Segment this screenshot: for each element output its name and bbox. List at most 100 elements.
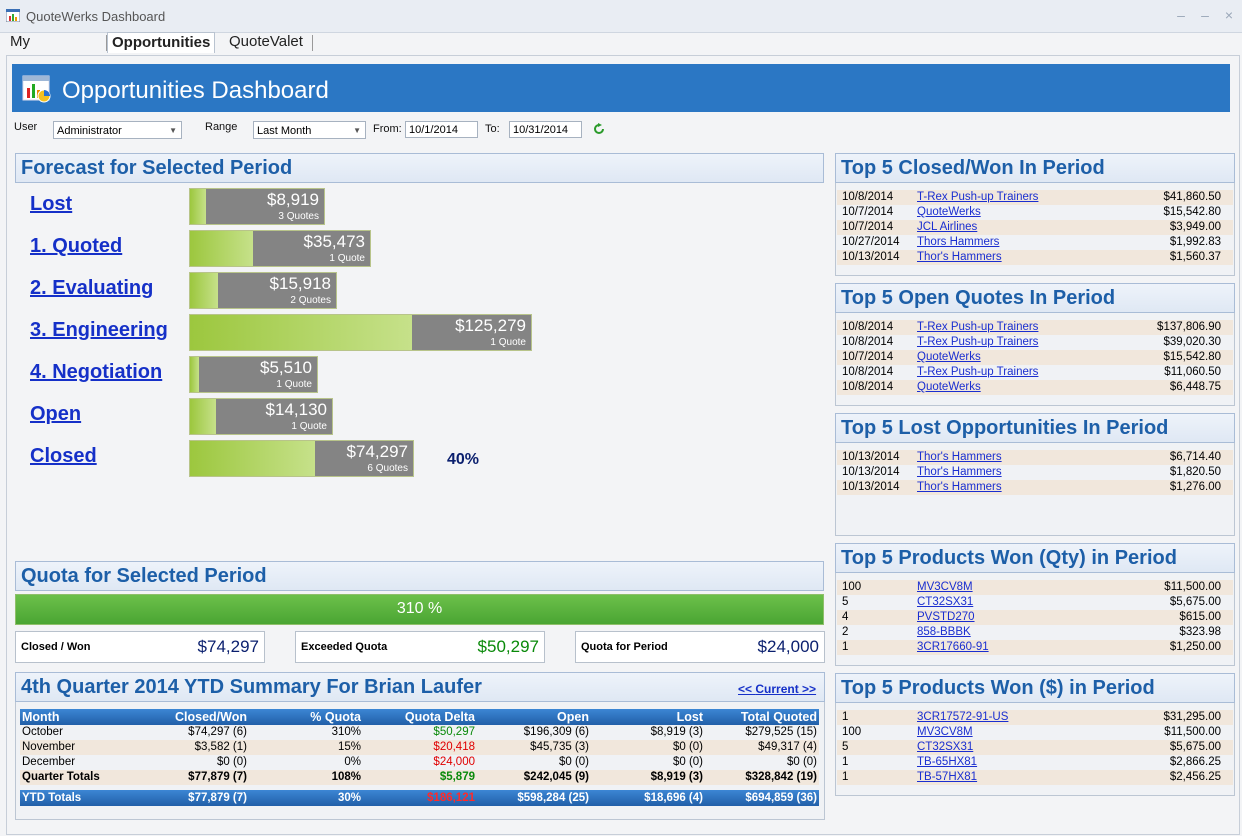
table-cell: $5,879 [439, 771, 475, 783]
current-period-link[interactable]: Current [755, 682, 799, 696]
stage-link[interactable]: 3. Engineering [30, 319, 168, 341]
table-cell: $0 (0) [672, 741, 703, 753]
list-item: 1 TB-65HX81 $2,866.25 [837, 755, 1233, 770]
ytd-totals-row: YTD Totals $77,879 (7) 30% $186,121 $598,284… [20, 790, 819, 806]
item-link[interactable]: Thor's Hammers [917, 451, 1002, 463]
refresh-icon[interactable] [593, 123, 605, 135]
item-amount: $41,860.50 [1163, 191, 1221, 203]
closed-won-value: $74,297 [197, 637, 259, 656]
item-amount: $2,456.25 [1169, 771, 1221, 783]
item-link[interactable]: Thor's Hammers [917, 251, 1002, 263]
item-link[interactable]: JCL Airlines [917, 221, 978, 233]
list-item: 10/8/2014 T-Rex Push-up Trainers $11,060.5… [837, 365, 1233, 380]
item-key: 10/8/2014 [842, 366, 894, 378]
stage-link[interactable]: 4. Negotiation [30, 361, 163, 383]
item-amount: $2,866.25 [1169, 756, 1221, 768]
minimize-button[interactable]: – [1177, 7, 1185, 23]
item-key: 10/27/2014 [842, 236, 900, 248]
stage-amount: $125,279 [455, 316, 526, 335]
stage-bar-fill [190, 315, 412, 350]
stage-amount: $74,297 [346, 442, 408, 461]
item-key: 5 [842, 596, 849, 608]
list-item: 10/8/2014 QuoteWerks $6,448.75 [837, 380, 1233, 395]
item-link[interactable]: Thors Hammers [917, 236, 1000, 248]
item-link[interactable]: CT32SX31 [917, 741, 974, 753]
closed-won-label: Closed / Won [21, 641, 91, 653]
top5-open-quotes-header: Top 5 Open Quotes In Period [835, 283, 1235, 313]
closed-percentage: 40% [447, 451, 480, 468]
item-key: 10/8/2014 [842, 191, 894, 203]
close-button[interactable]: × [1224, 7, 1234, 23]
stage-link[interactable]: Lost [30, 193, 73, 215]
top5-products-amount-header: Top 5 Products Won ($) in Period [835, 673, 1235, 703]
item-link[interactable]: TB-57HX81 [917, 771, 978, 783]
previous-period-link[interactable]: << [738, 682, 753, 696]
next-period-link[interactable]: >> [802, 682, 817, 696]
stage-quote-count: 1 Quote [291, 421, 327, 432]
tab-my-summary[interactable]: My Summary [10, 33, 74, 70]
item-link[interactable]: T-Rex Push-up Trainers [917, 336, 1039, 348]
stage-link[interactable]: 1. Quoted [30, 235, 123, 257]
restore-button[interactable]: – [1201, 7, 1209, 23]
table-cell: $328,842 (19) [745, 771, 817, 783]
item-link[interactable]: T-Rex Push-up Trainers [917, 191, 1039, 203]
range-select[interactable]: Last Month ▼ [253, 121, 366, 139]
tab-opportunities[interactable]: Opportunities [107, 32, 216, 53]
closed-won-box: Closed / Won $74,297 [15, 631, 265, 663]
list-item: 4 PVSTD270 $615.00 [837, 610, 1233, 625]
item-amount: $3,949.00 [1169, 221, 1221, 233]
table-cell: December [22, 756, 76, 768]
item-link[interactable]: PVSTD270 [917, 611, 975, 623]
item-key: 10/8/2014 [842, 336, 894, 348]
item-link[interactable]: Thor's Hammers [917, 466, 1002, 478]
list-item: 1 3CR17572-91-US $31,295.00 [837, 710, 1233, 725]
stage-link[interactable]: Closed [30, 445, 97, 467]
item-link[interactable]: CT32SX31 [917, 596, 974, 608]
list-item: 10/13/2014 Thor's Hammers $1,560.37 [837, 250, 1233, 265]
item-link[interactable]: 3CR17660-91 [917, 641, 989, 653]
item-key: 10/13/2014 [842, 481, 900, 493]
stage-quote-count: 1 Quote [329, 253, 365, 264]
item-key: 2 [842, 626, 849, 638]
table-cell: Closed/Won [175, 710, 247, 724]
table-cell: $0 (0) [672, 756, 703, 768]
stage-link[interactable]: Open [30, 403, 82, 425]
table-row: Quarter Totals $77,879 (7) 108% $5,879 $242,… [20, 770, 819, 785]
item-link[interactable]: QuoteWerks [917, 351, 981, 363]
item-link[interactable]: 3CR17572-91-US [917, 711, 1009, 723]
item-link[interactable]: MV3CV8M [917, 581, 973, 593]
item-key: 10/13/2014 [842, 466, 900, 478]
item-link[interactable]: QuoteWerks [917, 206, 981, 218]
to-label: To: [485, 123, 500, 135]
list-item: 10/7/2014 JCL Airlines $3,949.00 [837, 220, 1233, 235]
item-link[interactable]: TB-65HX81 [917, 756, 978, 768]
item-link[interactable]: 858-BBBK [917, 626, 971, 638]
item-link[interactable]: T-Rex Push-up Trainers [917, 366, 1039, 378]
table-cell: Lost [676, 710, 703, 724]
tab-quotevalet[interactable]: QuoteValet [229, 33, 303, 50]
item-amount: $1,250.00 [1169, 641, 1221, 653]
from-date-field[interactable]: 10/1/2014 [405, 121, 478, 138]
user-select[interactable]: Administrator ▼ [53, 121, 182, 139]
stage-amount: $15,918 [269, 274, 331, 293]
quota-progress-bar [15, 594, 824, 625]
item-link[interactable]: MV3CV8M [917, 726, 973, 738]
chevron-down-icon: ▼ [169, 126, 177, 135]
item-key: 10/8/2014 [842, 381, 894, 393]
exceeded-quota-label: Exceeded Quota [301, 641, 388, 653]
to-date-field[interactable]: 10/31/2014 [509, 121, 582, 138]
stage-bar-fill [190, 273, 218, 308]
list-item: 10/7/2014 QuoteWerks $15,542.80 [837, 205, 1233, 220]
item-amount: $15,542.80 [1163, 206, 1221, 218]
item-key: 10/8/2014 [842, 321, 894, 333]
list-item: 10/8/2014 T-Rex Push-up Trainers $39,020.3… [837, 335, 1233, 350]
user-select-value: Administrator [57, 125, 122, 137]
item-link[interactable]: QuoteWerks [917, 381, 981, 393]
stage-link[interactable]: 2. Evaluating [30, 277, 154, 299]
item-amount: $6,448.75 [1169, 381, 1221, 393]
stage-bar-fill [190, 399, 216, 434]
item-key: 100 [842, 581, 862, 593]
item-link[interactable]: T-Rex Push-up Trainers [917, 321, 1039, 333]
item-link[interactable]: Thor's Hammers [917, 481, 1002, 493]
item-key: 4 [842, 611, 849, 623]
